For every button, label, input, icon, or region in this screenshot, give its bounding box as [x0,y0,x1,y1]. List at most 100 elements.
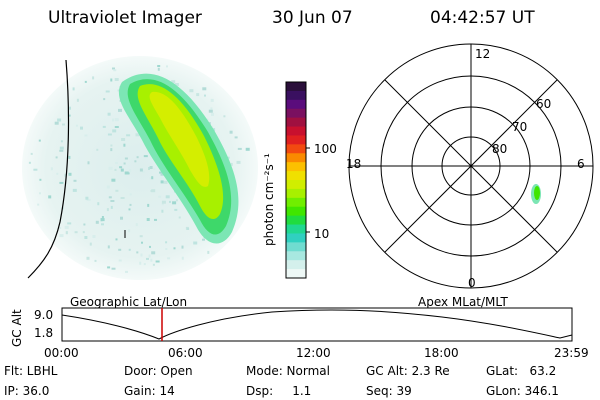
timeline-xtick-0: 00:00 [44,346,79,360]
speckle-dot [129,169,132,173]
speckle-dot [245,147,250,151]
speckle-dot [161,203,164,206]
colorbar-swatch [286,108,306,119]
speckle-dot [84,134,88,137]
timeline-ylabel: GC Alt [10,309,24,347]
timeline-ytick-top: 9.0 [34,308,54,322]
colorbar-swatch [286,206,306,217]
speckle-dot [206,118,209,121]
speckle-dot [97,202,100,206]
polar-label-18: 18 [346,157,362,171]
speckle-dot [118,248,122,251]
timeline-right-title: Apex MLat/MLT [418,295,508,309]
speckle-dot [108,196,112,199]
speckle-dot [37,203,40,206]
colorbar-swatch [286,99,306,110]
speckle-dot [59,181,64,184]
speckle-dot [68,172,72,176]
info-glon: GLon: 346.1 [486,384,559,398]
speckle-dot [161,209,164,213]
speckle-dot [204,94,206,97]
speckle-dot [110,144,113,147]
auroral-oval-peak [149,91,210,187]
speckle-dot [115,189,119,192]
speckle-dot [50,167,53,171]
speckle-dot [150,258,153,262]
speckle-dot [124,171,129,175]
polar-label-12: 12 [475,47,491,61]
speckle-dot [173,247,176,250]
speckle-dot [163,180,168,184]
speckle-dot [68,106,71,110]
speckle-dot [62,123,65,126]
speckle-dot [123,143,126,147]
observation-time: 04:42:57 UT [430,8,535,28]
speckle-dot [174,208,178,211]
speckle-dot [123,162,126,165]
speckle-dot [112,67,115,70]
speckle-dot [84,80,87,83]
speckle-dot [86,198,91,201]
speckle-dot [94,259,97,262]
info-dsp: Dsp: 1.1 [246,384,312,398]
speckle-dot [110,200,115,202]
instrument-title: Ultraviolet Imager [48,8,202,28]
speckle-dot [59,234,64,238]
speckle-dot [107,112,111,116]
colorbar-swatch [286,188,306,199]
speckle-dot [101,216,104,219]
speckle-dot [165,195,170,199]
speckle-dot [113,69,117,72]
timeline-xtick-4: 23:59 [554,346,589,360]
speckle-dot [54,121,59,125]
timeline-xtick-2: 12:00 [296,346,331,360]
polar-diagonal-2 [384,79,558,253]
speckle-dot [189,89,194,93]
speckle-dot [108,166,113,170]
speckle-dot [141,170,145,173]
speckle-dot [107,266,111,269]
speckle-dot [117,89,120,92]
speckle-dot [65,231,68,235]
polar-lat-label-80: 80 [492,142,508,156]
speckle-dot [56,172,59,175]
speckle-dot [83,223,86,226]
speckle-dot [149,245,151,248]
colorbar-swatch [286,224,306,234]
speckle-dot [140,253,143,257]
polar-lat-label-60: 60 [536,97,552,111]
speckle-dot [210,107,213,110]
speckle-dot [236,160,241,164]
speckle-dot [139,261,142,265]
speckle-dot [110,205,113,209]
speckle-dot [223,115,226,118]
speckle-dot [208,109,213,113]
speckle-dot [181,256,184,260]
speckle-dot [151,176,154,180]
speckle-dot [150,190,155,192]
speckle-dot [96,148,99,151]
speckle-dot [147,203,150,207]
speckle-dot [237,147,242,150]
colorbar-swatch [286,171,306,181]
speckle-dot [121,138,126,141]
speckle-dot [110,148,113,152]
speckle-dot [76,98,79,102]
colorbar-swatch [286,233,306,243]
speckle-dot [139,168,143,172]
colorbar-swatch [286,82,306,92]
speckle-dot [160,172,165,176]
speckle-dot [64,173,67,177]
colorbar-unit-label: photon cm⁻²s⁻¹ [262,153,276,246]
colorbar-swatch [286,144,306,154]
timeline-xtick-1: 06:00 [168,346,203,360]
polar-label-0: 0 [468,276,476,290]
speckle-dot [230,162,233,166]
speckle-dot [100,218,105,222]
info-glat: GLat: 63.2 [486,364,557,378]
speckle-dot [155,260,160,263]
colorbar-swatch [286,269,306,279]
colorbar-swatch [286,162,306,172]
speckle-dot [141,241,143,244]
speckle-dot [39,178,42,181]
